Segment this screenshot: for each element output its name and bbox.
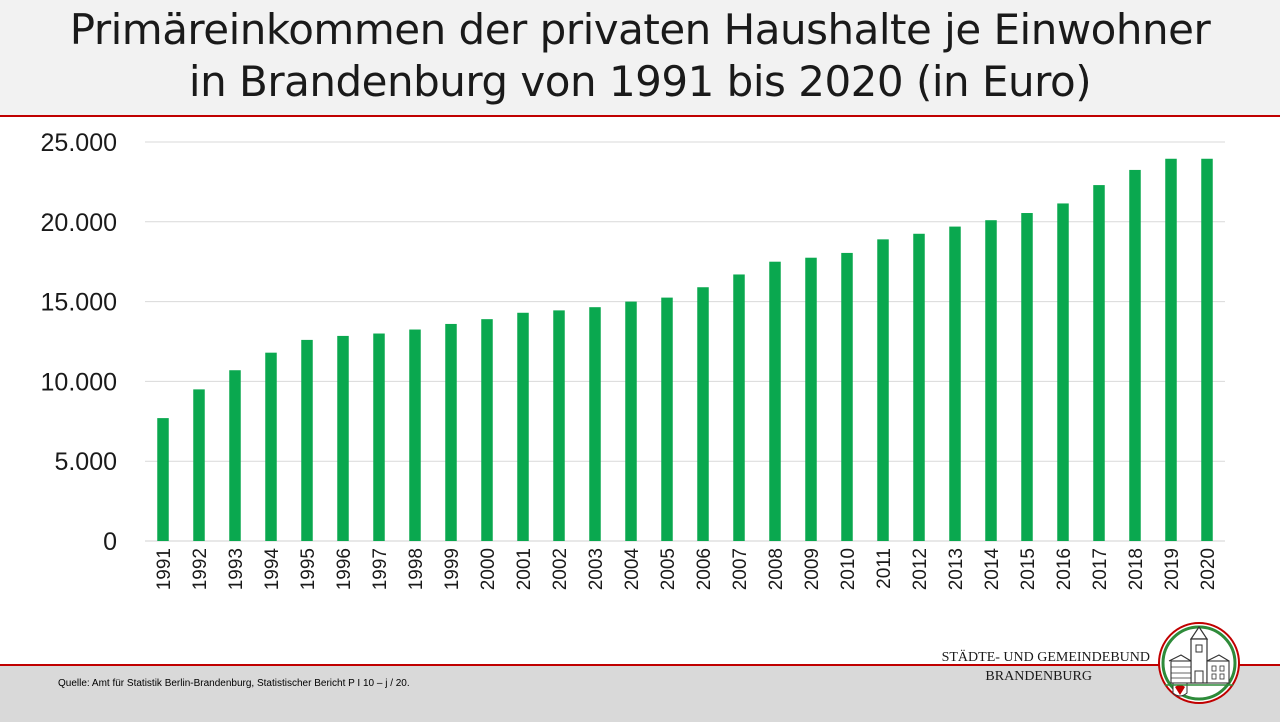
bar-1997 [373, 333, 385, 541]
bar-2003 [589, 307, 601, 541]
source-note: Quelle: Amt für Statistik Berlin-Branden… [58, 678, 410, 689]
y-tick-label: 25.000 [41, 129, 117, 157]
x-tick-label: 1998 [406, 548, 427, 590]
x-tick-label: 2010 [838, 548, 859, 590]
y-tick-label: 0 [103, 528, 117, 556]
x-tick-label: 2007 [730, 548, 751, 590]
x-tick-label: 1995 [298, 548, 319, 590]
bar-2001 [517, 312, 529, 541]
x-tick-label: 2017 [1090, 548, 1111, 590]
x-tick-label: 1994 [262, 548, 283, 591]
title-banner: Primäreinkommen der privaten Haushalte j… [0, 0, 1280, 117]
x-tick-label: 1993 [226, 548, 247, 590]
x-tick-label: 2002 [550, 548, 571, 590]
bar-2000 [481, 319, 493, 541]
bar-1999 [445, 323, 457, 541]
coat-of-arms-logo [1158, 622, 1240, 704]
x-tick-label: 2008 [766, 548, 787, 590]
bar-2019 [1165, 158, 1177, 541]
bar-2002 [553, 310, 565, 541]
bar-2011 [877, 239, 889, 541]
bar-2004 [625, 301, 637, 541]
bar-1995 [301, 339, 313, 541]
x-tick-label: 2004 [622, 548, 643, 591]
x-tick-label: 2006 [694, 548, 715, 590]
x-tick-label: 2020 [1198, 548, 1219, 590]
bar-1993 [229, 370, 241, 541]
bar-1991 [157, 418, 169, 541]
org-name-line-2: BRANDENBURG [985, 669, 1092, 684]
title-line-2: in Brandenburg von 1991 bis 2020 (in Eur… [188, 57, 1092, 106]
x-tick-label: 2005 [658, 548, 679, 590]
bar-2017 [1093, 185, 1105, 542]
footer-bar: Quelle: Amt für Statistik Berlin-Branden… [0, 664, 1280, 722]
organization-name: STÄDTE- UND GEMEINDEBUND BRANDENBURG [0, 648, 1150, 686]
bar-2020 [1201, 158, 1213, 541]
bar-2012 [913, 233, 925, 541]
y-tick-label: 15.000 [41, 289, 117, 317]
x-tick-label: 2009 [802, 548, 823, 590]
bar-1998 [409, 329, 421, 541]
x-tick-label: 1992 [190, 548, 211, 590]
x-tick-label: 2015 [1018, 548, 1039, 590]
bar-2006 [697, 287, 709, 541]
bar-2007 [733, 274, 745, 541]
y-tick-label: 20.000 [41, 209, 117, 237]
x-tick-label: 2011 [874, 548, 895, 589]
page-title: Primäreinkommen der privaten Haushalte j… [0, 0, 1280, 108]
bar-1994 [265, 352, 277, 541]
x-tick-label: 1991 [154, 548, 175, 590]
bar-2008 [769, 261, 781, 541]
bar-2014 [985, 220, 997, 542]
bar-2018 [1129, 169, 1141, 541]
bar-2009 [805, 257, 817, 541]
bar-1992 [193, 389, 205, 541]
bar-2015 [1021, 213, 1033, 541]
y-tick-label: 10.000 [41, 368, 117, 396]
y-tick-label: 5.000 [54, 448, 117, 476]
x-tick-label: 2014 [982, 548, 1003, 591]
bar-2010 [841, 252, 853, 541]
x-tick-label: 2001 [514, 548, 535, 590]
x-tick-label: 2016 [1054, 548, 1075, 590]
bar-1996 [337, 335, 349, 541]
bar-2016 [1057, 203, 1069, 542]
x-tick-label: 2013 [946, 548, 967, 590]
x-tick-label: 1997 [370, 548, 391, 590]
bar-chart: 0 5.000 10.000 15.000 20.000 25.000 1991 1992 19… [41, 129, 1225, 591]
x-tick-label: 1999 [442, 548, 463, 590]
x-tick-label: 1996 [334, 548, 355, 590]
bar-2005 [661, 297, 673, 541]
org-name-line-1: STÄDTE- UND GEMEINDEBUND [941, 650, 1150, 665]
bar-2013 [949, 226, 961, 541]
x-tick-label: 2003 [586, 548, 607, 590]
x-tick-label: 2019 [1162, 548, 1183, 590]
x-tick-label: 2000 [478, 548, 499, 590]
title-line-1: Primäreinkommen der privaten Haushalte j… [69, 5, 1211, 54]
x-tick-label: 2012 [910, 548, 931, 590]
x-tick-label: 2018 [1126, 548, 1147, 590]
